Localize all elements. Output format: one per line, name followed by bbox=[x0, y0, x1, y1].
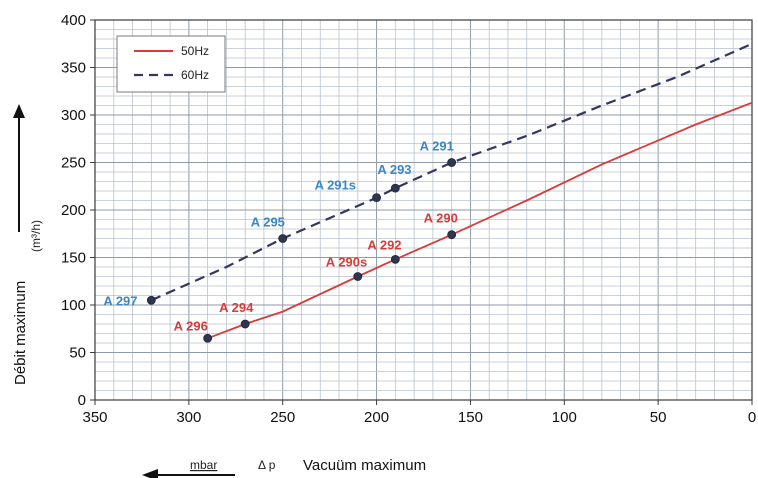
tick-labels: 350 300 250 200 150 100 50 0 0 50 100 150 200 250 300 3… bbox=[61, 12, 756, 426]
data-point-label: A 291 bbox=[420, 139, 454, 154]
data-point-marker bbox=[390, 183, 400, 193]
data-point-marker bbox=[146, 295, 156, 305]
x-axis-unit: mbar bbox=[190, 458, 217, 472]
x-tick-label: 0 bbox=[748, 409, 756, 426]
y-tick-label: 50 bbox=[69, 345, 86, 362]
data-point-label: A 292 bbox=[367, 237, 401, 252]
series-lines bbox=[150, 42, 753, 340]
x-axis-title: mbar Δ p Vacuüm maximum bbox=[142, 457, 426, 478]
x-tick-label: 300 bbox=[176, 409, 201, 426]
data-point-label: A 293 bbox=[377, 162, 411, 177]
x-axis-arrowhead bbox=[142, 469, 158, 478]
data-point-marker bbox=[447, 230, 457, 240]
legend-label-60hz: 60Hz bbox=[181, 68, 209, 82]
data-point-label: A 297 bbox=[103, 293, 137, 308]
x-axis-label: Vacuüm maximum bbox=[303, 457, 426, 474]
y-tick-label: 300 bbox=[61, 107, 86, 124]
y-axis-arrowhead bbox=[13, 104, 25, 118]
data-point-label: A 295 bbox=[251, 215, 285, 230]
axes bbox=[90, 19, 753, 405]
data-point-marker bbox=[390, 254, 400, 264]
y-axis-title: (m³/h) Débit maximum bbox=[12, 104, 43, 385]
x-axis-symbol: Δ p bbox=[258, 458, 276, 472]
data-point-marker bbox=[447, 158, 457, 167]
y-tick-label: 150 bbox=[61, 250, 86, 267]
data-point-label: A 291s bbox=[315, 178, 356, 193]
data-point-marker bbox=[203, 333, 213, 343]
data-point-label: A 296 bbox=[174, 318, 208, 333]
x-tick-label: 200 bbox=[364, 409, 389, 426]
data-point-marker bbox=[353, 272, 363, 281]
y-tick-label: 250 bbox=[61, 155, 86, 172]
y-axis-label: Débit maximum bbox=[12, 281, 29, 385]
series-line-50hz bbox=[207, 101, 753, 340]
y-tick-label: 200 bbox=[61, 202, 86, 219]
y-tick-label: 0 bbox=[78, 392, 86, 409]
series-line-60hz bbox=[150, 42, 753, 302]
y-tick-label: 350 bbox=[61, 60, 86, 77]
legend-label-50hz: 50Hz bbox=[181, 44, 209, 58]
data-point-label: A 290 bbox=[424, 211, 458, 226]
x-tick-label: 350 bbox=[82, 409, 107, 426]
data-point-marker bbox=[372, 193, 381, 203]
data-point-label: A 294 bbox=[219, 300, 254, 315]
legend-box bbox=[116, 35, 226, 93]
data-point-marker bbox=[240, 319, 250, 329]
y-tick-label: 100 bbox=[61, 297, 86, 314]
x-tick-label: 250 bbox=[270, 409, 295, 426]
x-tick-label: 50 bbox=[650, 409, 667, 426]
data-point-marker bbox=[278, 234, 288, 243]
x-tick-label: 100 bbox=[552, 409, 577, 426]
data-point-label: A 290s bbox=[326, 255, 367, 270]
y-tick-label: 400 bbox=[61, 12, 86, 29]
legend: 50Hz 60Hz bbox=[116, 35, 226, 93]
y-axis-unit: (m³/h) bbox=[29, 220, 43, 252]
x-tick-label: 150 bbox=[458, 409, 483, 426]
